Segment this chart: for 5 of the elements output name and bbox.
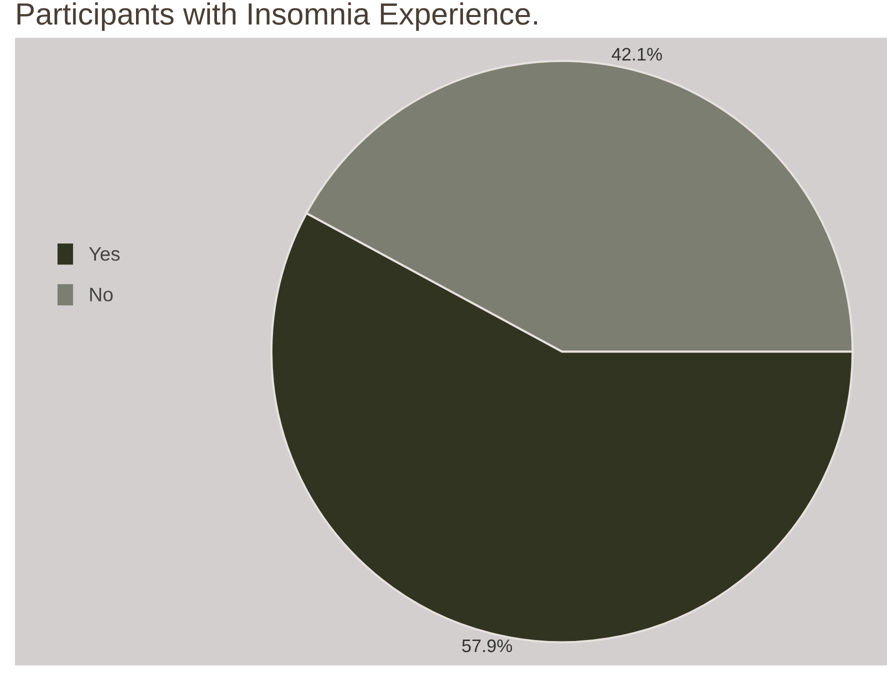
legend-label: Yes <box>89 247 120 261</box>
data-label: 57.9% <box>462 639 512 652</box>
legend-label: No <box>90 288 113 302</box>
chart-title: Participants with Insomnia Experience. <box>18 2 537 31</box>
data-label: 42.1% <box>612 48 662 61</box>
